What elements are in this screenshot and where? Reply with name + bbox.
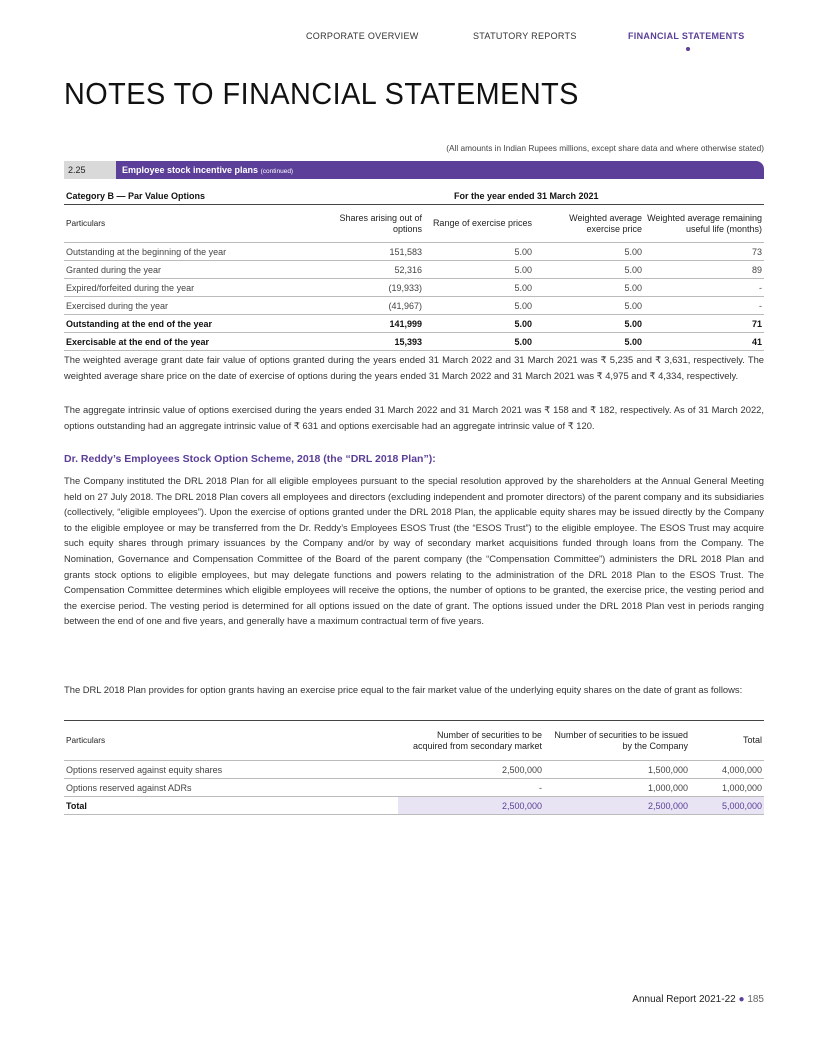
col-header: Number of securities to be acquired from… bbox=[398, 720, 544, 761]
table-cell: 1,000,000 bbox=[544, 778, 690, 797]
table-cell: - bbox=[644, 296, 764, 315]
col-header: Weighted average remaining useful life (… bbox=[644, 204, 764, 243]
section-title: Employee stock incentive plans (continue… bbox=[116, 161, 764, 179]
table-cell: 151,583 bbox=[314, 242, 424, 261]
paragraph: The weighted average grant date fair val… bbox=[64, 354, 764, 381]
table-cell: 41 bbox=[644, 332, 764, 351]
table-cell: Exercised during the year bbox=[64, 296, 314, 315]
table-cell: Granted during the year bbox=[64, 260, 314, 279]
table-cell: 5.00 bbox=[424, 314, 534, 333]
table-cell: 5.00 bbox=[534, 296, 644, 315]
page-number: 185 bbox=[747, 994, 764, 1005]
section-band: 2.25 Employee stock incentive plans (con… bbox=[64, 161, 764, 179]
amounts-note: (All amounts in Indian Rupees millions, … bbox=[446, 143, 764, 153]
table-cell: 5.00 bbox=[424, 260, 534, 279]
page-title: NOTES TO FINANCIAL STATEMENTS bbox=[64, 76, 579, 111]
table-cell: Options reserved against ADRs bbox=[64, 778, 398, 797]
col-header: Shares arising out of options bbox=[314, 204, 424, 243]
table-cell: 141,999 bbox=[314, 314, 424, 333]
table-row: Options reserved against ADRs -1,000,000 1… bbox=[64, 778, 764, 797]
table-cell: (19,933) bbox=[314, 278, 424, 297]
paragraph: The aggregate intrinsic value of options… bbox=[64, 404, 764, 431]
table-cell: 5.00 bbox=[534, 332, 644, 351]
table-cell: 2,500,000 bbox=[398, 796, 544, 815]
table-cell: Options reserved against equity shares bbox=[64, 760, 398, 779]
paragraph: The Company instituted the DRL 2018 Plan… bbox=[64, 475, 764, 627]
table-cell: 5.00 bbox=[424, 296, 534, 315]
table-cell: 5.00 bbox=[534, 260, 644, 279]
table-cell: - bbox=[644, 278, 764, 297]
table-cell: 5.00 bbox=[424, 332, 534, 351]
table-cell: 5.00 bbox=[424, 278, 534, 297]
col-header: Particulars bbox=[64, 720, 398, 761]
col-header: Range of exercise prices bbox=[424, 204, 534, 243]
table-cell: Total bbox=[64, 796, 398, 815]
table-row: Total 2,500,000 2,500,000 5,000,000 bbox=[64, 796, 764, 815]
section-number: 2.25 bbox=[64, 161, 116, 179]
table-cell: 1,000,000 bbox=[690, 778, 764, 797]
col-header: Particulars bbox=[64, 204, 314, 243]
plan-securities-table: Particulars Number of securities to be ac… bbox=[64, 720, 764, 815]
table-row: Outstanding at the beginning of the year… bbox=[64, 242, 764, 261]
paragraph: The DRL 2018 Plan provides for option gr… bbox=[64, 684, 743, 695]
options-table: Category B — Par Value Options For the ye… bbox=[64, 188, 764, 351]
table-cell: 5.00 bbox=[534, 242, 644, 261]
table-cell: 52,316 bbox=[314, 260, 424, 279]
section-suffix: (continued) bbox=[260, 168, 294, 175]
table-period: For the year ended 31 March 2021 bbox=[314, 188, 764, 205]
nav-financial-statements[interactable]: FINANCIAL STATEMENTS bbox=[628, 31, 745, 41]
table-cell: 15,393 bbox=[314, 332, 424, 351]
table-cell: 5.00 bbox=[534, 278, 644, 297]
footer-label: Annual Report 2021-22 bbox=[632, 994, 736, 1005]
table-cell: - bbox=[398, 778, 544, 797]
table-cell: 1,500,000 bbox=[544, 760, 690, 779]
table-cell: Exercisable at the end of the year bbox=[64, 332, 314, 351]
footer-dot: ● bbox=[738, 994, 745, 1005]
footer: Annual Report 2021-22 ● 185 bbox=[632, 994, 764, 1005]
table-row: Expired/forfeited during the year (19,933… bbox=[64, 278, 764, 297]
table-cell: Outstanding at the end of the year bbox=[64, 314, 314, 333]
table-cell: 2,500,000 bbox=[398, 760, 544, 779]
table-cell: Expired/forfeited during the year bbox=[64, 278, 314, 297]
col-header: Weighted average exercise price bbox=[534, 204, 644, 243]
table-cell: 2,500,000 bbox=[544, 796, 690, 815]
table-cell: 71 bbox=[644, 314, 764, 333]
table-category: Category B — Par Value Options bbox=[64, 188, 314, 205]
table-cell: 5,000,000 bbox=[690, 796, 764, 815]
table-row: Exercised during the year (41,967) 5.00 5.0… bbox=[64, 296, 764, 315]
table-row: Outstanding at the end of the year 141,99… bbox=[64, 314, 764, 333]
table-cell: 5.00 bbox=[534, 314, 644, 333]
nav-corporate-overview[interactable]: CORPORATE OVERVIEW bbox=[306, 31, 419, 41]
table-row: Exercisable at the end of the year 15,393… bbox=[64, 332, 764, 351]
table-cell: (41,967) bbox=[314, 296, 424, 315]
col-header: Number of securities to be issued by the… bbox=[544, 720, 690, 761]
section-title-text: Employee stock incentive plans bbox=[122, 165, 259, 175]
table-cell: 5.00 bbox=[424, 242, 534, 261]
table-cell: Outstanding at the beginning of the year bbox=[64, 242, 314, 261]
table-cell: 89 bbox=[644, 260, 764, 279]
nav-statutory-reports[interactable]: STATUTORY REPORTS bbox=[473, 31, 577, 41]
table-row: Options reserved against equity shares 2,… bbox=[64, 760, 764, 779]
active-indicator-dot bbox=[686, 47, 690, 51]
table-row: Granted during the year 52,316 5.00 5.00 89 bbox=[64, 260, 764, 279]
col-header: Total bbox=[690, 720, 764, 761]
table-cell: 73 bbox=[644, 242, 764, 261]
table-cell: 4,000,000 bbox=[690, 760, 764, 779]
subheading: Dr. Reddy’s Employees Stock Option Schem… bbox=[64, 453, 436, 465]
